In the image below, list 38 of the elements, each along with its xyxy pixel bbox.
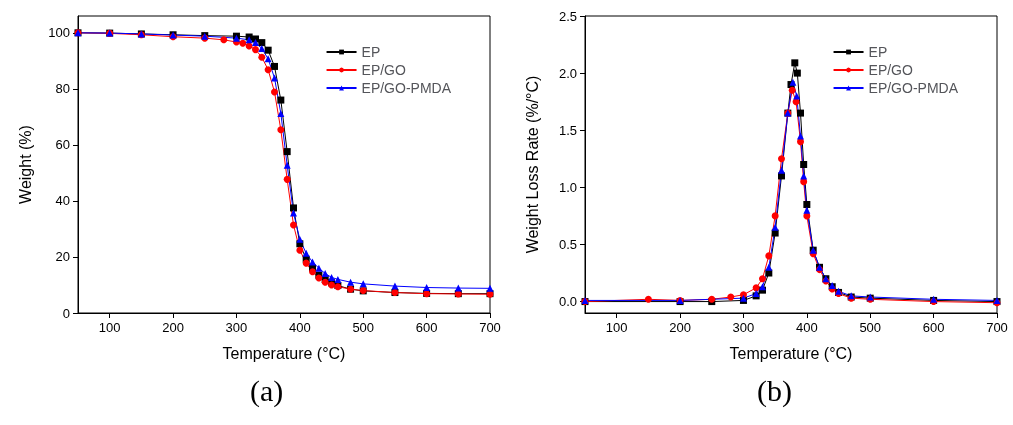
x-tick-label: 100 [98, 320, 121, 335]
y-tick-label: 0.0 [558, 294, 577, 310]
x-tick-label: 700 [479, 320, 501, 335]
text: (a) [250, 373, 284, 408]
y-tick-label: 2.5 [558, 8, 577, 24]
x-tick-label: 600 [922, 320, 945, 335]
legend-label: EP/GO [868, 62, 913, 78]
x-axis-title: Temperature (°C) [729, 344, 853, 362]
legend-label: EP/GO [361, 62, 406, 78]
y-tick-label: 0.5 [558, 236, 577, 252]
legend-label: EP/GO-PMDA [868, 80, 959, 96]
y-tick-label: 1.5 [558, 122, 577, 138]
text: (b) [757, 373, 792, 408]
legend-label: EP [868, 44, 888, 60]
x-tick-label: 600 [415, 320, 438, 335]
legend-label: EP [361, 44, 381, 60]
legend-label: EP/GO-PMDA [361, 80, 452, 96]
x-tick-label: 500 [859, 320, 882, 335]
x-tick-label: 200 [669, 320, 691, 335]
x-axis-title: Temperature (°C) [222, 344, 346, 362]
y-tick-label: 1.0 [558, 179, 577, 195]
x-tick-label: 400 [288, 320, 311, 335]
y-tick-label: 20 [55, 249, 70, 265]
x-tick-label: 100 [605, 320, 628, 335]
x-tick-label: 400 [795, 320, 818, 335]
y-axis-title: Weight (%) [16, 125, 34, 204]
x-tick-label: 300 [732, 320, 755, 335]
y-tick-label: 100 [48, 25, 70, 41]
y-tick-label: 60 [55, 137, 70, 153]
x-tick-label: 200 [162, 320, 184, 335]
y-tick-label: 2.0 [558, 65, 577, 81]
x-tick-label: 500 [352, 320, 375, 335]
y-axis-title: Weight Loss Rate (%/°C) [523, 75, 541, 254]
x-tick-label: 300 [225, 320, 248, 335]
y-tick-label: 80 [55, 81, 70, 97]
y-tick-label: 40 [55, 193, 70, 209]
x-tick-label: 700 [986, 320, 1008, 335]
y-tick-label: 0 [62, 305, 70, 321]
